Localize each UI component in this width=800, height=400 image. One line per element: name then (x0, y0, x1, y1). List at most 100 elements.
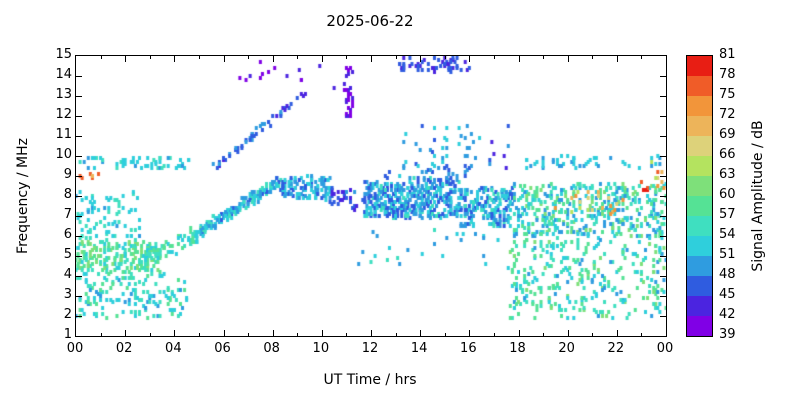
y-tick-label: 13 (55, 87, 72, 102)
x-tick-mark (641, 333, 642, 336)
colorbar-label: Signal Amplitude / dB (750, 120, 766, 272)
colorbar-tick-label: 72 (719, 107, 736, 122)
x-tick-mark (273, 56, 274, 62)
y-tick-label: 15 (55, 47, 72, 62)
colorbar-segment (687, 275, 712, 296)
y-tick-mark (660, 276, 666, 277)
colorbar-segment (687, 155, 712, 176)
colorbar-tick-label: 78 (719, 67, 736, 82)
y-tick-mark (76, 156, 82, 157)
x-tick-mark (101, 56, 102, 59)
x-tick-mark (568, 330, 569, 336)
x-tick-mark (297, 56, 298, 59)
plot-canvas (76, 56, 666, 336)
y-tick-label: 4 (63, 267, 72, 282)
y-tick-mark (76, 216, 82, 217)
x-tick-mark (174, 56, 175, 62)
x-tick-mark (592, 333, 593, 336)
x-tick-mark (617, 56, 618, 62)
y-tick-mark (660, 176, 666, 177)
x-tick-mark (346, 56, 347, 59)
colorbar-segment (687, 95, 712, 116)
x-tick-mark (519, 56, 520, 62)
y-tick-label: 5 (63, 247, 72, 262)
y-tick-label: 9 (63, 167, 72, 182)
x-tick-mark (420, 330, 421, 336)
x-tick-label: 10 (312, 341, 330, 356)
plot-area (75, 55, 667, 337)
x-tick-mark (396, 333, 397, 336)
y-tick-label: 10 (55, 147, 72, 162)
y-tick-mark (76, 176, 82, 177)
colorbar-segment (687, 55, 712, 76)
y-tick-mark (76, 136, 82, 137)
y-tick-mark (76, 256, 82, 257)
x-tick-mark (125, 56, 126, 62)
y-tick-mark (76, 76, 82, 77)
y-tick-mark (76, 316, 82, 317)
colorbar-tick-label: 63 (719, 167, 736, 182)
colorbar-segment (687, 135, 712, 156)
x-tick-mark (494, 56, 495, 59)
x-tick-mark (371, 330, 372, 336)
y-tick-label: 6 (63, 227, 72, 242)
y-tick-label: 12 (55, 107, 72, 122)
x-tick-mark (273, 330, 274, 336)
x-tick-mark (568, 56, 569, 62)
y-tick-mark (660, 296, 666, 297)
x-tick-mark (346, 333, 347, 336)
x-tick-mark (543, 56, 544, 59)
x-tick-mark (174, 330, 175, 336)
x-tick-mark (445, 56, 446, 59)
colorbar-tick-label: 60 (719, 187, 736, 202)
colorbar-segment (687, 235, 712, 256)
y-tick-label: 3 (63, 287, 72, 302)
y-tick-mark (660, 256, 666, 257)
y-tick-label: 14 (55, 67, 72, 82)
colorbar-tick-label: 81 (719, 47, 736, 62)
y-tick-mark (76, 296, 82, 297)
x-tick-label: 04 (165, 341, 182, 356)
x-tick-mark (150, 56, 151, 59)
y-tick-label: 7 (63, 207, 72, 222)
colorbar-segment (687, 115, 712, 136)
colorbar-segment (687, 75, 712, 96)
x-tick-mark (445, 333, 446, 336)
y-tick-mark (660, 96, 666, 97)
x-tick-mark (469, 56, 470, 62)
x-tick-label: 08 (263, 341, 280, 356)
y-axis-label: Frequency / MHz (15, 138, 31, 254)
colorbar-segment (687, 195, 712, 216)
y-tick-label: 11 (55, 127, 72, 142)
x-tick-mark (469, 330, 470, 336)
colorbar-tick-label: 54 (719, 227, 736, 242)
colorbar-tick-label: 75 (719, 87, 736, 102)
colorbar-segment (687, 255, 712, 276)
y-tick-label: 8 (63, 187, 72, 202)
y-tick-mark (76, 196, 82, 197)
y-tick-mark (660, 216, 666, 217)
colorbar-tick-label: 69 (719, 127, 736, 142)
x-tick-mark (199, 56, 200, 59)
colorbar-segment (687, 175, 712, 196)
y-tick-mark (660, 156, 666, 157)
y-tick-mark (660, 136, 666, 137)
x-tick-mark (617, 330, 618, 336)
x-tick-label: 14 (410, 341, 428, 356)
x-tick-mark (297, 333, 298, 336)
x-tick-mark (420, 56, 421, 62)
x-tick-mark (519, 330, 520, 336)
y-tick-label: 2 (63, 307, 72, 322)
x-tick-label: 12 (361, 341, 379, 356)
x-tick-mark (371, 56, 372, 62)
x-tick-mark (592, 56, 593, 59)
x-tick-mark (199, 333, 200, 336)
colorbar-tick-label: 48 (719, 267, 736, 282)
colorbar-segment (687, 315, 712, 336)
x-tick-mark (322, 330, 323, 336)
x-tick-label: 16 (460, 341, 477, 356)
y-tick-mark (660, 196, 666, 197)
x-tick-mark (543, 333, 544, 336)
x-tick-label: 00 (66, 341, 84, 356)
